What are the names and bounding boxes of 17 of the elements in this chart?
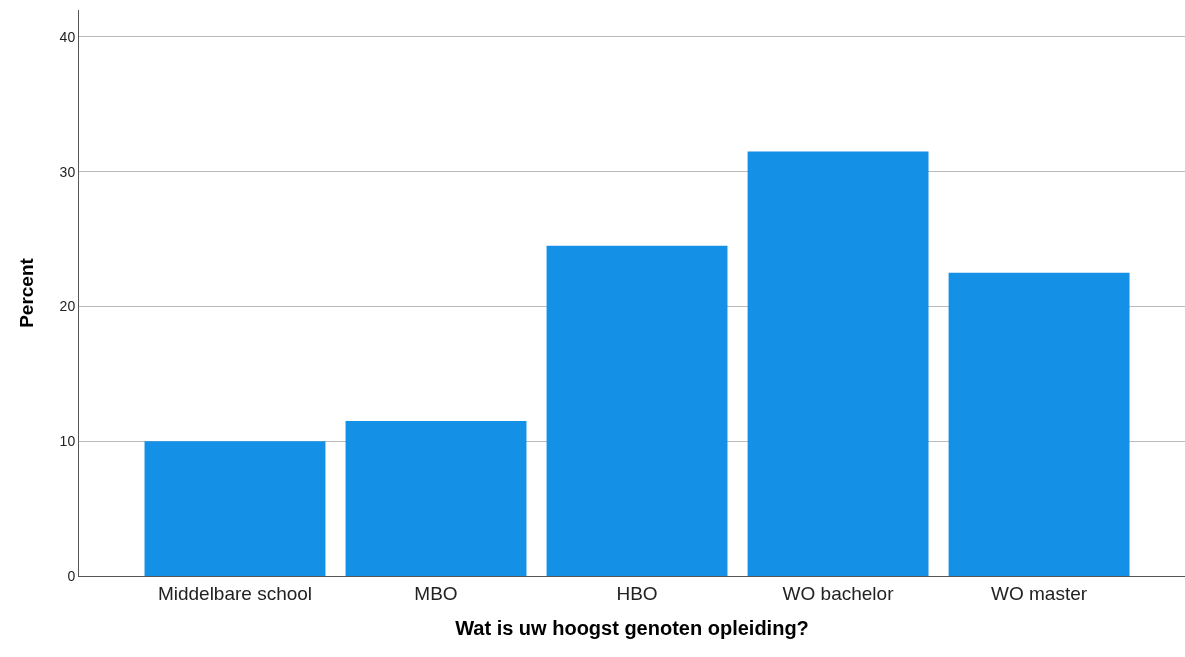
- x-tick-label: WO bachelor: [782, 582, 895, 604]
- x-tick-label: Middelbare school: [157, 582, 313, 604]
- bar: [948, 272, 1130, 576]
- y-tick-label: 0: [67, 567, 76, 584]
- y-tick-label: 20: [59, 298, 76, 315]
- y-axis-title: Percent: [16, 257, 38, 328]
- bar: [345, 421, 527, 576]
- x-tick-label: MBO: [414, 582, 458, 604]
- y-tick-label: 30: [59, 163, 76, 180]
- x-tick-label: WO master: [991, 582, 1088, 604]
- y-tick-label: 40: [59, 28, 76, 45]
- x-axis-title: Wat is uw hoogst genoten opleiding?: [455, 617, 809, 640]
- bar: [144, 441, 326, 576]
- bar: [747, 151, 929, 576]
- x-tick-label: HBO: [616, 582, 658, 604]
- bar: [546, 245, 728, 576]
- y-tick-label: 10: [59, 433, 76, 450]
